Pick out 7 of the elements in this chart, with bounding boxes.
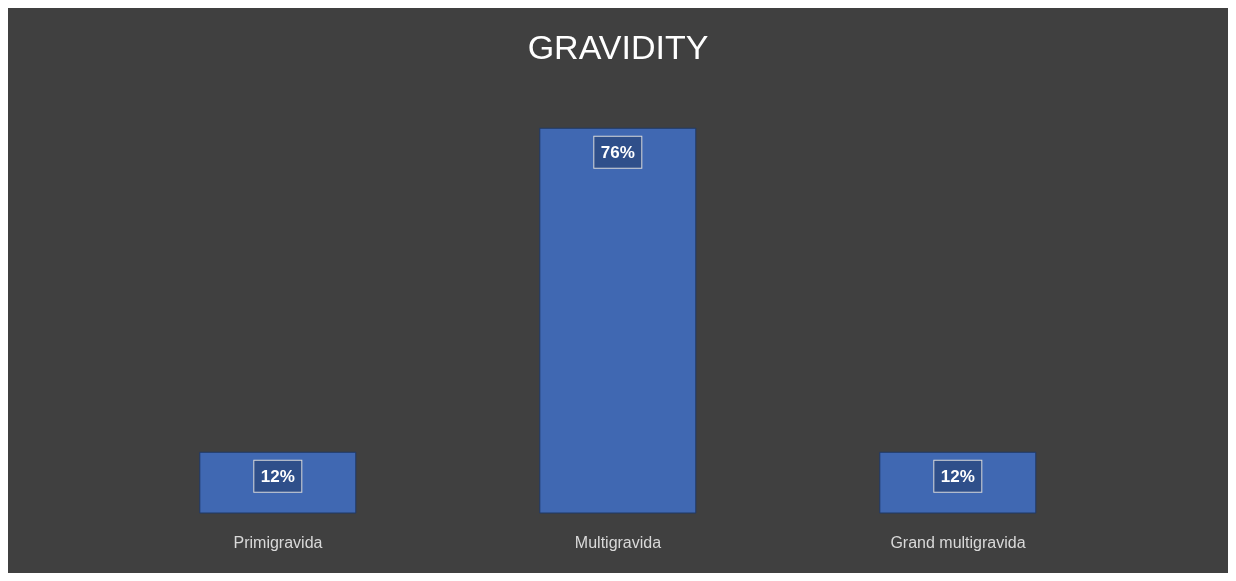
x-tick-label: Multigravida — [574, 534, 662, 552]
x-tick-label: Primigravida — [233, 534, 323, 552]
chart-title: GRAVIDITY — [526, 27, 710, 68]
x-tick-label: Grand multigravida — [890, 534, 1026, 552]
data-label: 76% — [600, 143, 635, 163]
data-label: 12% — [260, 467, 295, 487]
data-label: 12% — [940, 467, 975, 487]
